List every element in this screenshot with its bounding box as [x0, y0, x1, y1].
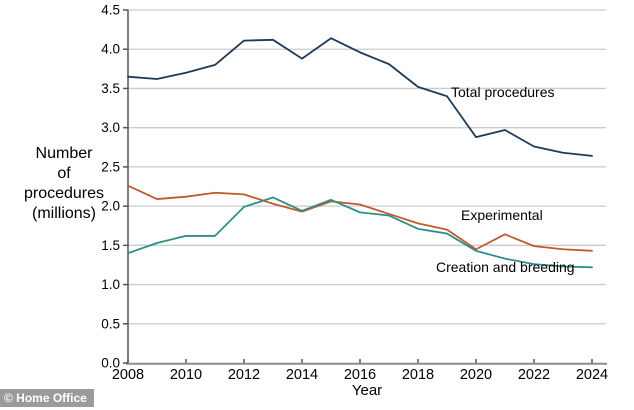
series-lines — [127, 37, 593, 269]
y-axis-title-line: Number — [35, 145, 93, 162]
y-tick-label: 0.5 — [101, 316, 120, 331]
x-tick-label: 2020 — [460, 367, 492, 383]
x-tick-label: 2010 — [170, 367, 202, 383]
y-tick-label: 3.5 — [101, 81, 120, 96]
y-axis-title-line: (millions) — [32, 205, 96, 222]
series-line-total-procedures — [127, 37, 593, 157]
y-tick-label: 3.0 — [101, 120, 120, 135]
gridlines — [128, 9, 606, 325]
series-labels: Total procedures Experimental Creation and… — [436, 84, 575, 275]
x-tick-labels: 2008 2010 2012 2014 2016 2018 2020 2022 2024 — [112, 367, 608, 383]
series-line-creation-and-breeding — [127, 196, 593, 269]
y-tick-labels: 0.0 0.5 1.0 1.5 2.0 2.5 3.0 3.5 4.0 4.5 — [101, 3, 120, 371]
y-tick-label: 1.0 — [101, 277, 120, 292]
x-tick-label: 2022 — [518, 367, 550, 383]
x-axis-title: Year — [352, 382, 382, 399]
y-tick-label: 2.5 — [101, 159, 120, 174]
x-tick-label: 2014 — [286, 367, 318, 383]
y-tick-label: 0.0 — [101, 356, 120, 371]
y-tick-label: 2.0 — [101, 199, 120, 214]
y-tick-label: 4.5 — [101, 3, 120, 18]
y-tick-label: 4.0 — [101, 42, 120, 57]
axes — [126, 10, 607, 365]
x-tick-label: 2016 — [344, 367, 376, 383]
series-label-experimental: Experimental — [461, 207, 543, 223]
x-tick-label: 2012 — [228, 367, 260, 383]
y-axis-title: Number of procedures (millions) — [6, 144, 122, 224]
x-tick-label: 2008 — [112, 367, 144, 383]
y-axis-title-line: of — [57, 165, 71, 182]
axis-ticks — [123, 9, 593, 364]
series-label-creation-and-breeding: Creation and breeding — [436, 259, 575, 275]
y-tick-label: 1.5 — [101, 238, 120, 253]
home-office-watermark: © Home Office — [0, 389, 94, 407]
series-line-experimental — [127, 184, 593, 252]
y-axis-title-line: procedures — [23, 185, 105, 202]
x-tick-label: 2024 — [576, 367, 608, 383]
x-tick-label: 2018 — [402, 367, 434, 383]
series-label-total-procedures: Total procedures — [451, 84, 555, 100]
